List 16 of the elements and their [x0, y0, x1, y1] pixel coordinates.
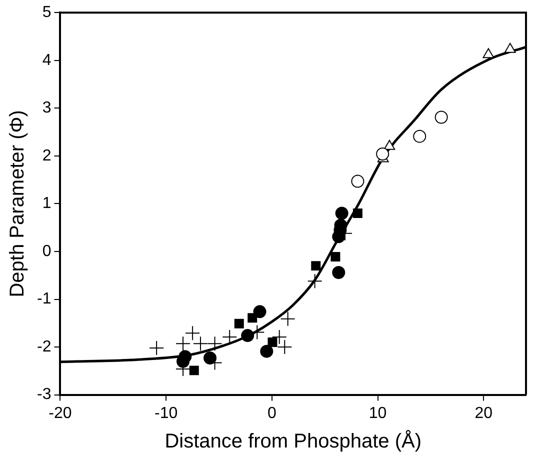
x-tick-label: 10 [368, 404, 387, 422]
x-axis-title: Distance from Phosphate (Å) [164, 430, 422, 453]
y-tick-label: 4 [42, 52, 52, 69]
y-tick-label: -2 [36, 338, 52, 356]
y-tick-label: 1 [42, 195, 52, 212]
x-tick-label: -20 [48, 404, 72, 422]
y-tick-label: 0 [42, 242, 52, 260]
y-tick-label: -3 [36, 386, 52, 404]
x-tick-label: -10 [154, 404, 178, 422]
y-tick-label: 3 [42, 100, 52, 117]
y-axis-title: Depth Parameter (Φ) [6, 110, 29, 298]
y-tick-label: -1 [36, 290, 52, 308]
y-tick-label: 5 [42, 4, 52, 22]
x-tick-label: 20 [474, 404, 493, 422]
x-tick-label: 0 [267, 404, 276, 422]
y-tick-label: 2 [42, 147, 52, 164]
